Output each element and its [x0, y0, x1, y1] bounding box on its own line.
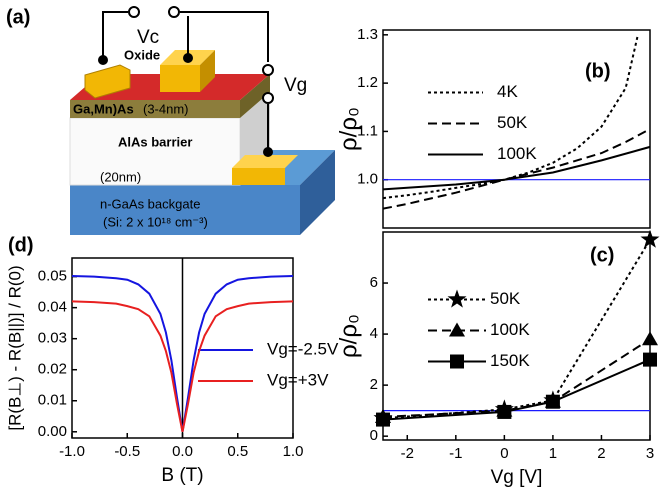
label-vg: Vg [284, 75, 307, 96]
legend-label: 50K [490, 289, 521, 308]
x-tick-label: 2 [597, 445, 605, 462]
label-oxide: Oxide [124, 47, 160, 62]
legend-label: Vg=-2.5V [267, 339, 339, 358]
contact-middle-front [160, 65, 200, 92]
label-barrier-thickness: (20nm) [100, 169, 141, 184]
legend-label: 100K [490, 320, 530, 339]
contact-gate-front [232, 168, 285, 185]
y-tick-label: 0.03 [38, 330, 67, 347]
label-vc: Vc [137, 27, 159, 48]
legend-label: Vg=+3V [267, 370, 329, 389]
legend-label: 50K [497, 113, 528, 132]
label-barrier: AlAs barrier [118, 134, 192, 149]
label-backgate: n-GaAs backgate [100, 196, 200, 211]
x-tick-label: 0.0 [172, 443, 193, 460]
marker [546, 395, 560, 409]
panel-label: (d) [8, 234, 34, 256]
marker [376, 413, 390, 427]
y-tick-label: 0 [370, 427, 378, 444]
y-axis-label: ρ/ρ₀ [335, 314, 362, 358]
label-doping: (Si: 2 x 10¹⁸ cm⁻³) [103, 214, 208, 229]
terminal [169, 7, 179, 17]
y-tick-label: 6 [370, 274, 378, 291]
marker [643, 353, 657, 367]
y-tick-label: 0.02 [38, 361, 67, 378]
y-tick-label: 1.0 [357, 171, 378, 188]
x-tick-label: 1.0 [283, 443, 304, 460]
y-tick-label: 0.00 [38, 423, 67, 440]
terminal [263, 65, 273, 75]
legend-label: 100K [497, 144, 537, 163]
marker [448, 290, 467, 308]
barrier-front [70, 118, 240, 185]
figure: (a) Vc Oxide Vg Ga,Mn)As (3-4nm) AlAs ba… [0, 0, 669, 494]
x-tick-label: -0.5 [114, 443, 140, 460]
x-tick-label: 3 [646, 445, 654, 462]
legend-label: 150K [490, 351, 530, 370]
marker [450, 355, 464, 369]
x-tick-label: -1 [449, 445, 462, 462]
y-tick-label: 0.05 [38, 268, 67, 285]
contact-dot [98, 55, 108, 65]
panel-label: (b) [585, 60, 611, 82]
x-axis-label: B (T) [161, 465, 203, 486]
x-tick-label: 0 [500, 445, 508, 462]
terminal [263, 93, 273, 103]
x-tick-label: -2 [401, 445, 414, 462]
x-axis-label: Vg [V] [491, 467, 543, 488]
y-tick-label: 4 [370, 325, 378, 342]
y-axis-label: ρ/ρ₀ [335, 107, 362, 151]
marker [497, 405, 511, 419]
device-schematic: (a) Vc Oxide Vg Ga,Mn)As (3-4nm) AlAs ba… [6, 6, 335, 235]
x-tick-label: 0.5 [227, 443, 248, 460]
y-tick-label: 0.01 [38, 392, 67, 409]
y-tick-label: 0.04 [38, 299, 67, 316]
marker [642, 331, 658, 345]
y-tick-label: 1.2 [357, 74, 378, 91]
x-tick-label: -1.0 [59, 443, 85, 460]
y-tick-label: 1.3 [357, 26, 378, 43]
x-tick-label: 1 [549, 445, 557, 462]
legend-label: 4K [497, 82, 518, 101]
panel-label: (c) [590, 244, 614, 266]
y-tick-label: 2 [370, 376, 378, 393]
series-line [383, 129, 650, 209]
contact-dot [183, 53, 193, 63]
panel-label: (a) [6, 6, 30, 28]
terminal [129, 7, 139, 17]
y-axis-label: [R(B⊥) - R(B||)] / R(0) [5, 265, 24, 430]
label-gamnas-thickness: (3-4nm) [143, 101, 189, 116]
label-gamnas: Ga,Mn)As [73, 101, 134, 116]
contact-dot [263, 147, 273, 157]
